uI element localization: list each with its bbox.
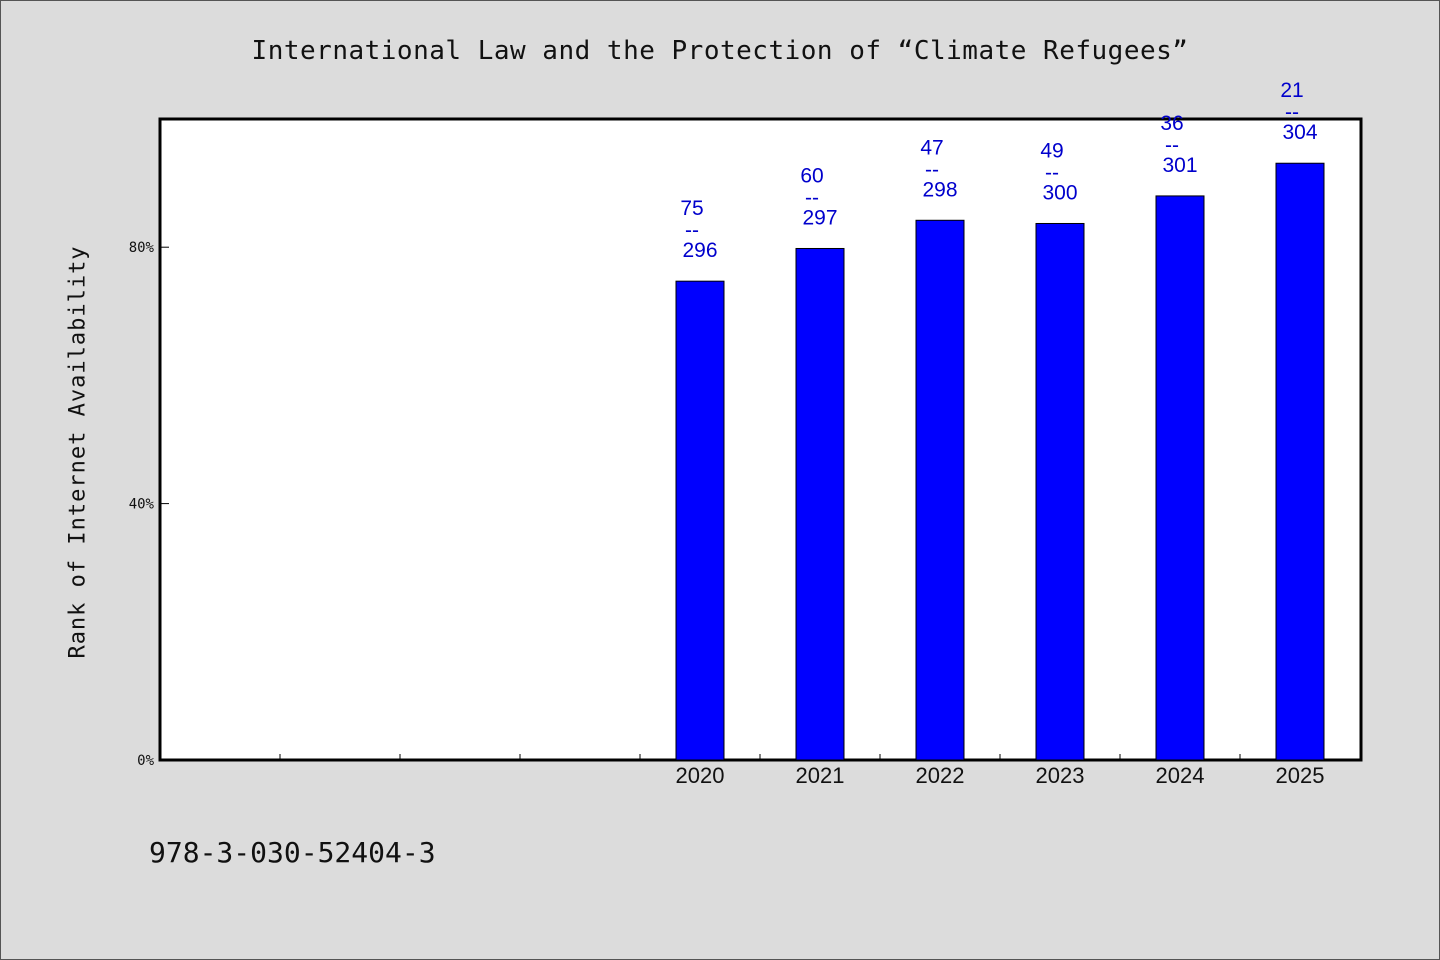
data-label-bottom: 301	[1162, 154, 1197, 177]
x-tick-label: 2021	[796, 763, 845, 788]
data-label-top: 49	[1040, 139, 1063, 162]
x-tick-label: 2020	[676, 763, 725, 788]
data-label-top: 36	[1160, 112, 1183, 135]
data-label-separator: --	[1285, 101, 1299, 124]
isbn-text: 978-3-030-52404-3	[149, 836, 436, 869]
x-tick-label: 2025	[1276, 763, 1325, 788]
data-label-separator: --	[1165, 134, 1179, 157]
x-tick-label: 2024	[1156, 763, 1205, 788]
data-label-separator: --	[685, 219, 699, 242]
data-label-bottom: 297	[802, 206, 837, 229]
data-label-top: 47	[920, 136, 943, 159]
y-tick-label: 0%	[137, 753, 154, 769]
bar	[795, 247, 845, 761]
bar	[675, 280, 725, 761]
data-label-bottom: 298	[922, 178, 957, 201]
data-label-top: 75	[680, 197, 703, 220]
x-tick-label: 2023	[1036, 763, 1085, 788]
bar	[1155, 195, 1205, 761]
data-label-top: 21	[1280, 79, 1303, 102]
chart-title: International Law and the Protection of …	[251, 36, 1189, 66]
y-tick-label: 80%	[129, 240, 155, 256]
data-label-bottom: 300	[1042, 181, 1077, 204]
data-label-separator: --	[925, 158, 939, 181]
data-label-bottom: 304	[1282, 121, 1317, 144]
data-label-top: 60	[800, 164, 823, 187]
bar	[1035, 222, 1085, 761]
bar	[915, 219, 965, 761]
y-tick-label: 40%	[129, 497, 155, 513]
bar	[1275, 162, 1325, 761]
data-label-bottom: 296	[682, 239, 717, 262]
data-label-separator: --	[1045, 161, 1059, 184]
data-label-separator: --	[805, 186, 819, 209]
x-tick-label: 2022	[916, 763, 965, 788]
